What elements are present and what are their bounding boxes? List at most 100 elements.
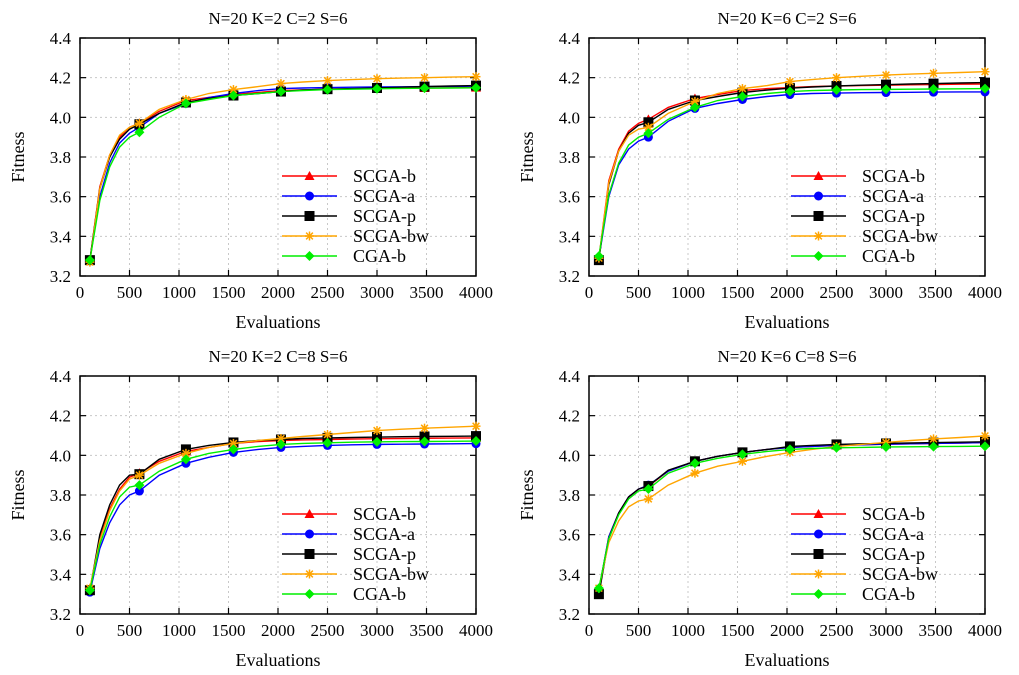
data-point (135, 471, 144, 480)
y-tick-label: 3.2 (50, 267, 71, 286)
x-tick-label: 1000 (162, 621, 196, 640)
chart-panel-1: 0 500 1000 1500 2000 2500 3000 3500 4000 3.2 3.4 3.… (0, 0, 509, 337)
legend-label: SCGA-p (862, 206, 925, 226)
x-tick-label: 1500 (721, 283, 755, 302)
legend-item: SCGA-p (282, 544, 416, 564)
x-tick-label: 2500 (311, 621, 345, 640)
x-tick-label: 1000 (162, 283, 196, 302)
legend-marker (305, 570, 314, 579)
legend-label: SCGA-bw (862, 564, 938, 584)
x-tick-label: 4000 (968, 283, 1002, 302)
x-tick-label: 2000 (770, 621, 804, 640)
legend-item: SCGA-p (282, 206, 416, 226)
y-tick-label: 4.4 (559, 29, 581, 48)
chart-panel-3: 0 500 1000 1500 2000 2500 3000 3500 4000 3.2 3.4 3.… (0, 338, 509, 675)
y-tick-label: 4.2 (559, 69, 580, 88)
chart-svg: 0 500 1000 1500 2000 2500 3000 3500 4000 3.2 3.4 3.… (509, 338, 1018, 675)
x-tick-label: 0 (76, 621, 85, 640)
x-tick-label: 500 (117, 283, 143, 302)
legend-item: SCGA-a (282, 186, 415, 206)
x-tick-label: 2000 (261, 621, 295, 640)
legend-label: SCGA-a (353, 524, 415, 544)
data-point (420, 424, 429, 433)
y-tick-label: 3.2 (50, 605, 71, 624)
legend-item: SCGA-bw (282, 226, 429, 246)
x-tick-label: 3000 (869, 283, 903, 302)
x-tick-label: 3500 (919, 621, 953, 640)
legend-marker (814, 251, 824, 261)
legend-label: SCGA-a (862, 186, 924, 206)
y-tick-label: 4.0 (559, 446, 580, 465)
chart-panel-4: 0 500 1000 1500 2000 2500 3000 3500 4000 3.2 3.4 3.… (509, 338, 1018, 675)
data-point (929, 69, 938, 78)
legend-label: CGA-b (862, 584, 915, 604)
x-tick-label: 1000 (671, 283, 705, 302)
y-axis-label: Fitness (517, 469, 537, 520)
y-tick-label: 4.2 (559, 407, 580, 426)
legend: SCGA-bSCGA-aSCGA-pSCGA-bwCGA-b (282, 504, 429, 604)
legend-label: CGA-b (353, 246, 406, 266)
legend-item: SCGA-p (791, 206, 925, 226)
legend-item: CGA-b (791, 584, 915, 604)
y-tick-label: 3.4 (559, 227, 581, 246)
legend-item: SCGA-b (791, 504, 925, 524)
data-point (373, 74, 382, 83)
x-tick-label: 2000 (770, 283, 804, 302)
legend-marker (305, 192, 314, 201)
x-tick-label: 1500 (212, 621, 246, 640)
legend-label: SCGA-p (353, 544, 416, 564)
x-tick-label: 2500 (820, 621, 854, 640)
x-tick-label: 500 (626, 283, 652, 302)
legend-item: SCGA-bw (791, 226, 938, 246)
legend-marker (305, 232, 314, 241)
x-tick-label: 3000 (869, 621, 903, 640)
legend-item: SCGA-p (791, 544, 925, 564)
y-tick-label: 3.6 (559, 526, 580, 545)
legend-label: SCGA-a (862, 524, 924, 544)
chart-title: N=20 K=6 C=2 S=6 (718, 9, 857, 28)
x-tick-label: 4000 (968, 621, 1002, 640)
x-tick-label: 500 (626, 621, 652, 640)
x-tick-label: 1500 (721, 621, 755, 640)
y-tick-label: 3.6 (50, 526, 71, 545)
legend-label: SCGA-b (353, 504, 416, 524)
x-tick-label: 0 (585, 283, 594, 302)
y-tick-label: 3.4 (50, 565, 72, 584)
legend-label: SCGA-b (862, 504, 925, 524)
chart-svg: 0 500 1000 1500 2000 2500 3000 3500 4000 3.2 3.4 3.… (0, 0, 509, 337)
data-point (135, 119, 144, 128)
y-tick-label: 3.8 (559, 148, 580, 167)
y-tick-label: 4.4 (559, 367, 581, 386)
data-point (690, 469, 699, 478)
y-tick-label: 3.8 (50, 148, 71, 167)
y-tick-label: 4.2 (50, 69, 71, 88)
legend-item: SCGA-a (282, 524, 415, 544)
y-tick-label: 4.0 (559, 108, 580, 127)
legend-item: SCGA-a (791, 186, 924, 206)
y-tick-label: 3.4 (50, 227, 72, 246)
y-tick-label: 3.6 (559, 188, 580, 207)
data-point (420, 73, 429, 82)
x-tick-label: 3500 (410, 621, 444, 640)
data-point (644, 494, 653, 503)
legend-label: CGA-b (862, 246, 915, 266)
legend-marker (814, 232, 823, 241)
x-axis-label: Evaluations (236, 650, 321, 670)
y-axis-label: Fitness (517, 131, 537, 182)
x-tick-label: 1000 (671, 621, 705, 640)
x-tick-label: 3500 (410, 283, 444, 302)
x-tick-label: 1500 (212, 283, 246, 302)
legend-item: CGA-b (282, 584, 406, 604)
chart-panel-2: 0 500 1000 1500 2000 2500 3000 3500 4000 3.2 3.4 3.… (509, 0, 1018, 337)
legend-marker (305, 251, 315, 261)
y-tick-label: 4.4 (50, 367, 72, 386)
legend-label: SCGA-b (353, 166, 416, 186)
legend: SCGA-bSCGA-aSCGA-pSCGA-bwCGA-b (791, 166, 938, 266)
legend-item: SCGA-bw (791, 564, 938, 584)
legend-item: SCGA-b (791, 166, 925, 186)
y-tick-label: 3.2 (559, 605, 580, 624)
data-point (472, 422, 481, 431)
data-point (882, 71, 891, 80)
data-point (785, 77, 794, 86)
